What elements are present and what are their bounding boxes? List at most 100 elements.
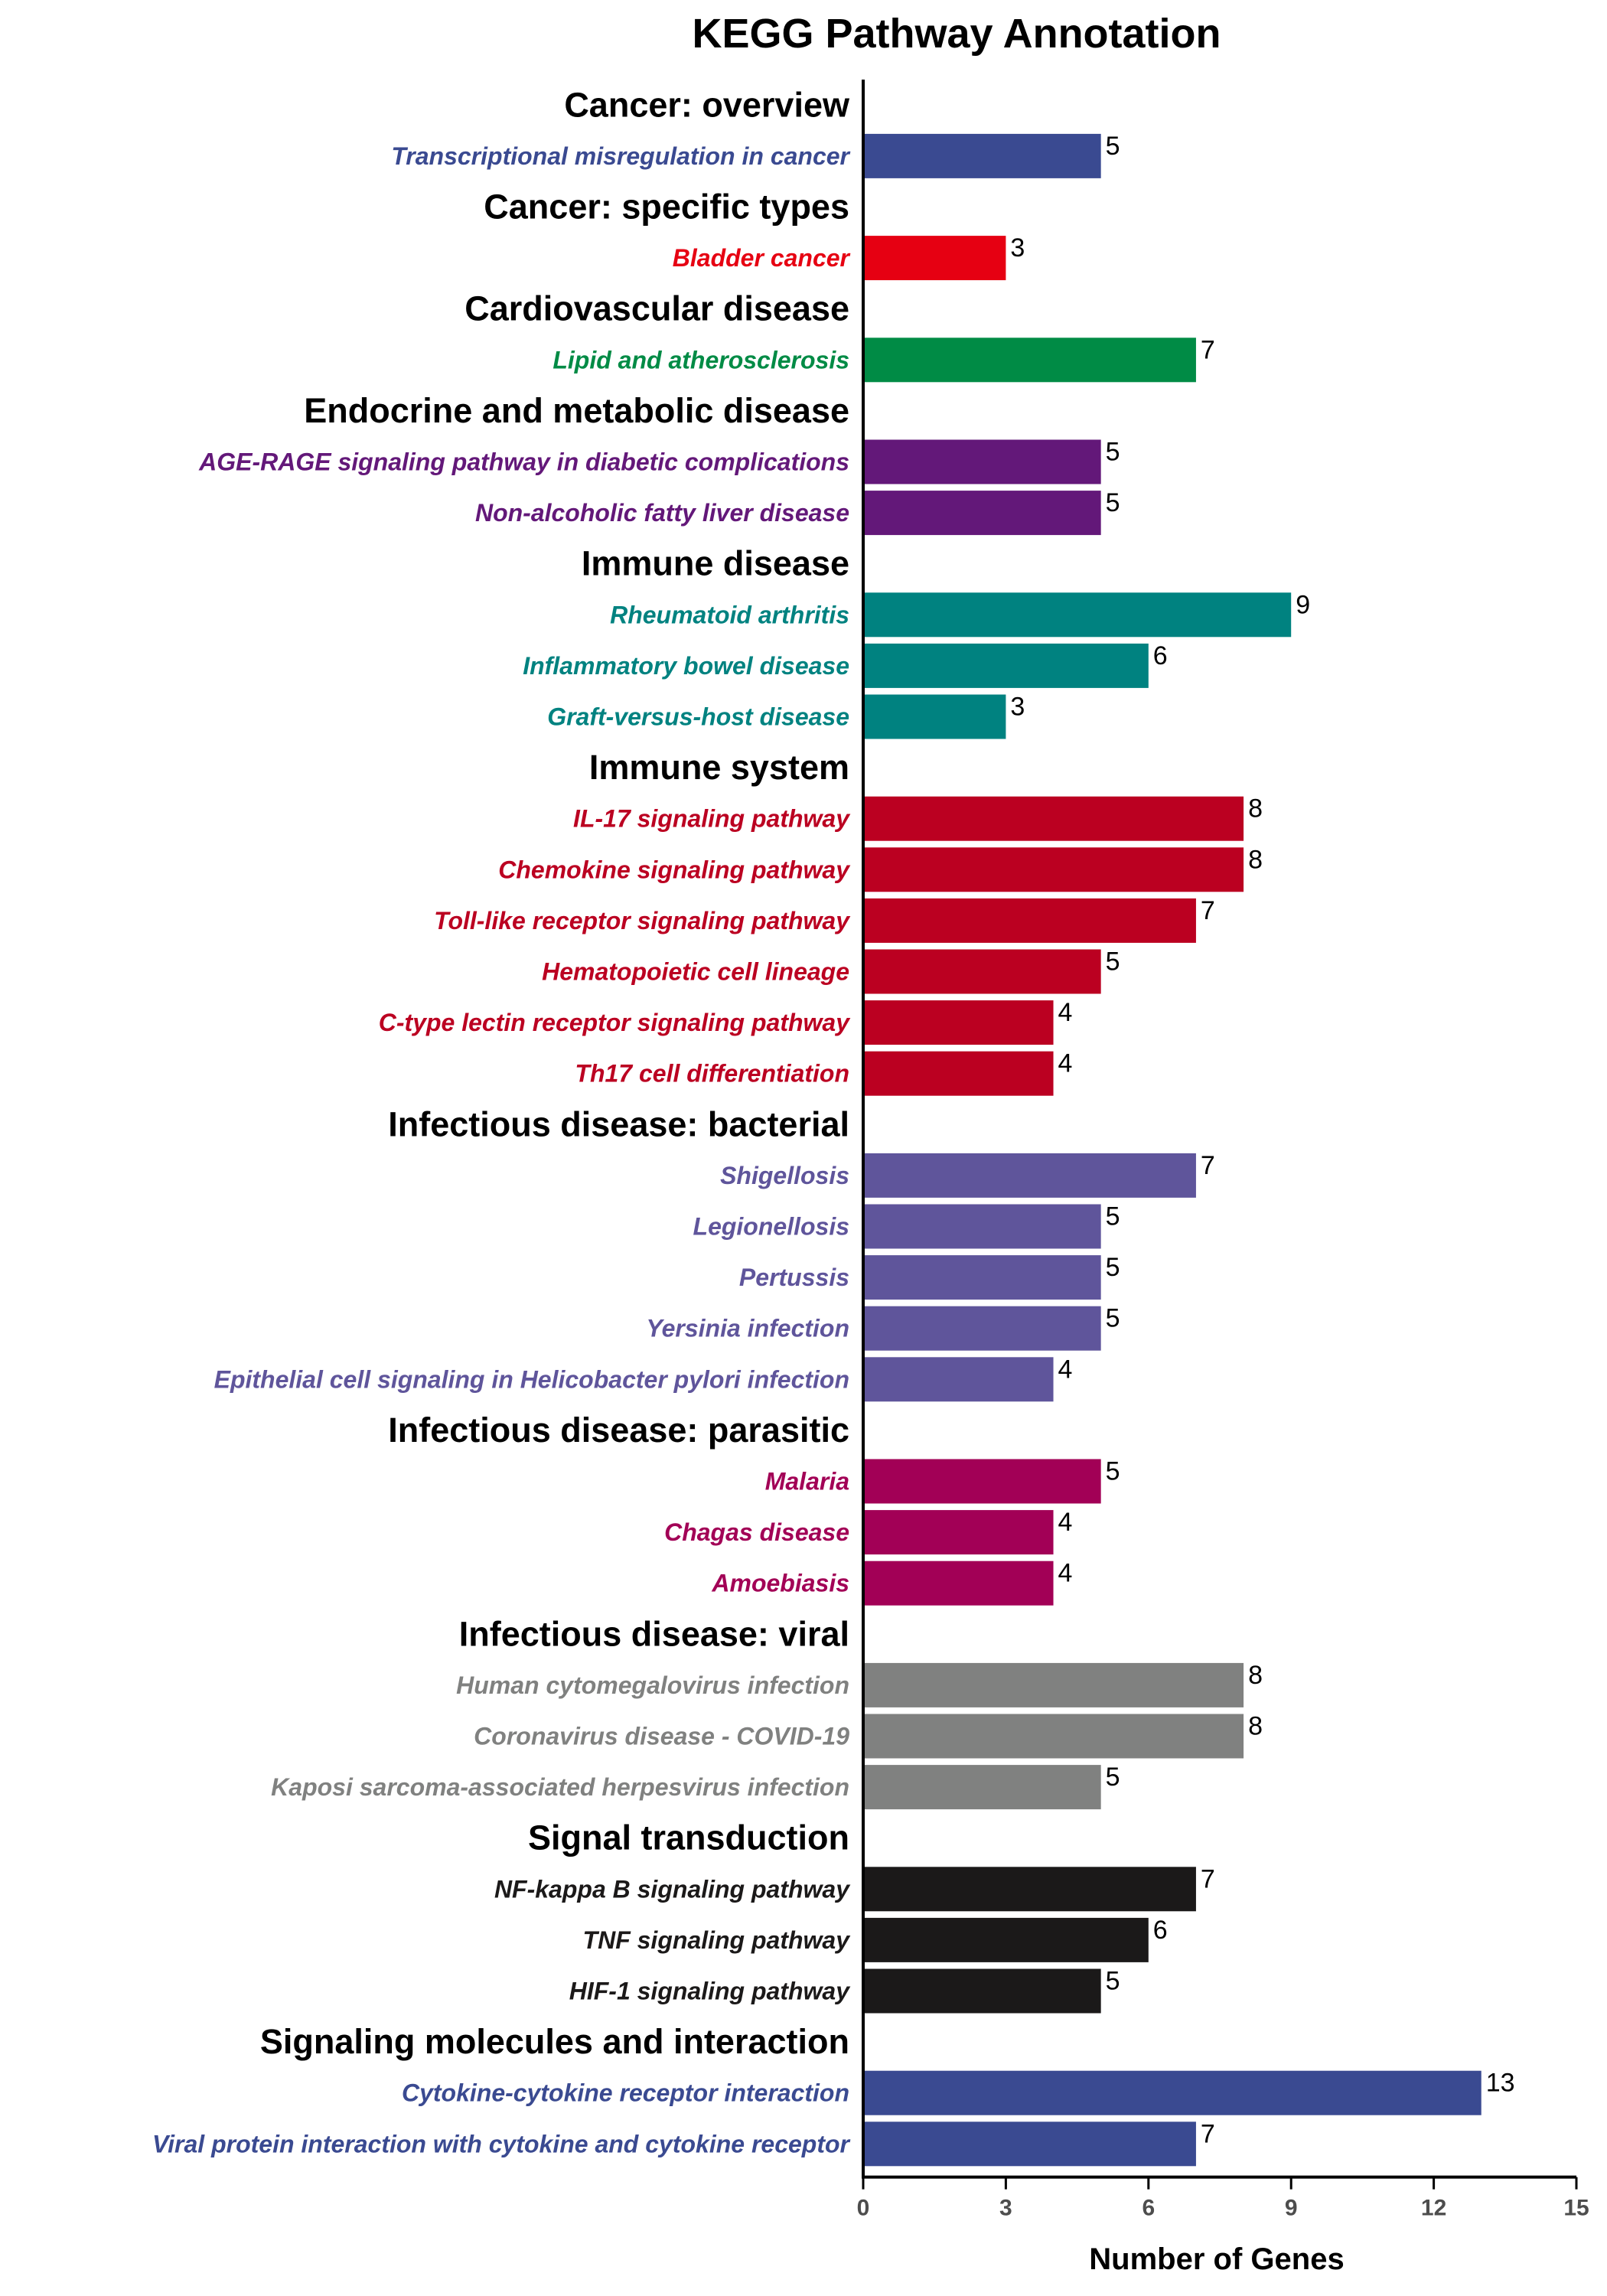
bar — [863, 338, 1196, 383]
pathway-label: Legionellosis — [693, 1213, 849, 1241]
bar-value-label: 5 — [1106, 488, 1120, 517]
bar-value-label: 8 — [1248, 1661, 1263, 1690]
pathway-label: Yersinia infection — [646, 1315, 849, 1342]
bar-value-label: 5 — [1106, 1967, 1120, 1996]
bar-value-label: 5 — [1106, 1304, 1120, 1333]
bar-value-label: 8 — [1248, 794, 1263, 823]
x-tick-label: 3 — [999, 2196, 1012, 2221]
bar — [863, 236, 1006, 281]
pathway-label: Inflammatory bowel disease — [523, 652, 849, 680]
pathway-label: Th17 cell differentiation — [575, 1060, 849, 1088]
pathway-label: TNF signaling pathway — [583, 1926, 852, 1954]
pathway-label: Kaposi sarcoma-associated herpesvirus in… — [271, 1773, 849, 1801]
bar-value-label: 7 — [1201, 1864, 1215, 1893]
x-tick-label: 9 — [1285, 2196, 1298, 2221]
bar-value-label: 5 — [1106, 1763, 1120, 1792]
group-label: Cancer: overview — [564, 85, 850, 124]
pathway-label: Epithelial cell signaling in Helicobacte… — [214, 1365, 849, 1393]
pathway-label: Non-alcoholic fatty liver disease — [475, 499, 849, 527]
pathway-label: Malaria — [765, 1468, 849, 1495]
bar — [863, 133, 1101, 178]
plot-area: Cancer: overview Transcriptional misregul… — [152, 80, 1589, 2221]
bar-value-label: 4 — [1058, 1559, 1073, 1588]
bar — [863, 796, 1244, 841]
bar — [863, 1561, 1054, 1606]
pathway-label: Bladder cancer — [673, 244, 851, 272]
bar — [863, 1153, 1196, 1198]
pathway-label: Lipid and atherosclerosis — [553, 346, 849, 373]
bar — [863, 1765, 1101, 1810]
bar — [863, 1867, 1196, 1912]
bar-value-label: 5 — [1106, 132, 1120, 161]
pathway-label: Human cytomegalovirus infection — [456, 1671, 849, 1699]
bar-value-label: 8 — [1248, 845, 1263, 874]
group-label: Signal transduction — [528, 1818, 849, 1857]
group-label: Infectious disease: bacterial — [388, 1104, 849, 1143]
group-label: Infectious disease: parasitic — [388, 1411, 849, 1450]
bar — [863, 847, 1244, 892]
group-label: Endocrine and metabolic disease — [304, 391, 849, 430]
bar-value-label: 5 — [1106, 1457, 1120, 1486]
group-label: Cancer: specific types — [484, 188, 849, 227]
group-label: Infectious disease: viral — [459, 1614, 849, 1653]
bar-value-label: 8 — [1248, 1712, 1263, 1741]
bar — [863, 1917, 1149, 1962]
bar — [863, 1662, 1244, 1707]
bar-value-label: 5 — [1106, 1202, 1120, 1231]
pathway-label: C-type lectin receptor signaling pathway — [379, 1009, 851, 1036]
group-label: Signaling molecules and interaction — [260, 2022, 849, 2061]
bar-value-label: 7 — [1201, 2119, 1215, 2148]
group-label: Cardiovascular disease — [464, 289, 849, 328]
bar-value-label: 4 — [1058, 1355, 1073, 1384]
bar — [863, 1306, 1101, 1351]
bar-value-label: 5 — [1106, 1253, 1120, 1282]
pathway-label: NF-kappa B signaling pathway — [494, 1875, 851, 1903]
pathway-label: Cytokine-cytokine receptor interaction — [402, 2079, 849, 2107]
bar-value-label: 7 — [1201, 335, 1215, 364]
group-label: Immune system — [589, 748, 849, 787]
chart-title: KEGG Pathway Annotation — [692, 11, 1221, 57]
bar — [863, 1255, 1101, 1300]
bar-value-label: 7 — [1201, 896, 1215, 925]
bar — [863, 1357, 1054, 1402]
bar-value-label: 4 — [1058, 1049, 1073, 1078]
pathway-label: Chemokine signaling pathway — [498, 856, 851, 883]
pathway-label: IL-17 signaling pathway — [573, 805, 851, 833]
bar — [863, 2122, 1196, 2167]
pathway-label: Coronavirus disease - COVID-19 — [474, 1723, 849, 1750]
bar — [863, 1204, 1101, 1249]
bar-value-label: 5 — [1106, 438, 1120, 467]
x-tick-label: 6 — [1142, 2196, 1155, 2221]
pathway-label: Viral protein interaction with cytokine … — [152, 2130, 851, 2157]
bar-value-label: 5 — [1106, 947, 1120, 977]
bar — [863, 1051, 1054, 1096]
bar-value-label: 3 — [1010, 693, 1025, 722]
bar — [863, 439, 1101, 484]
x-tick-label: 15 — [1563, 2196, 1589, 2221]
bar-value-label: 4 — [1058, 1508, 1073, 1537]
bar — [863, 491, 1101, 536]
pathway-label: AGE-RAGE signaling pathway in diabetic c… — [198, 448, 849, 476]
bar-value-label: 3 — [1010, 233, 1025, 263]
bar — [863, 1459, 1101, 1504]
bar — [863, 1000, 1054, 1045]
x-tick-label: 0 — [857, 2196, 870, 2221]
pathway-label: Shigellosis — [720, 1162, 849, 1189]
bar — [863, 1714, 1244, 1759]
bar-value-label: 9 — [1296, 590, 1310, 619]
bar-value-label: 6 — [1153, 641, 1168, 670]
x-axis-title: Number of Genes — [1089, 2242, 1344, 2276]
bar-value-label: 4 — [1058, 998, 1073, 1027]
bar — [863, 592, 1292, 638]
bar — [863, 1968, 1101, 2014]
group-label: Immune disease — [582, 544, 849, 583]
bar-value-label: 13 — [1486, 2069, 1515, 2098]
pathway-label: HIF-1 signaling pathway — [569, 1978, 851, 2005]
bar — [863, 949, 1101, 994]
pathway-label: Amoebiasis — [711, 1570, 849, 1597]
bar — [863, 898, 1196, 943]
pathway-label: Rheumatoid arthritis — [610, 601, 849, 628]
bar — [863, 694, 1006, 739]
